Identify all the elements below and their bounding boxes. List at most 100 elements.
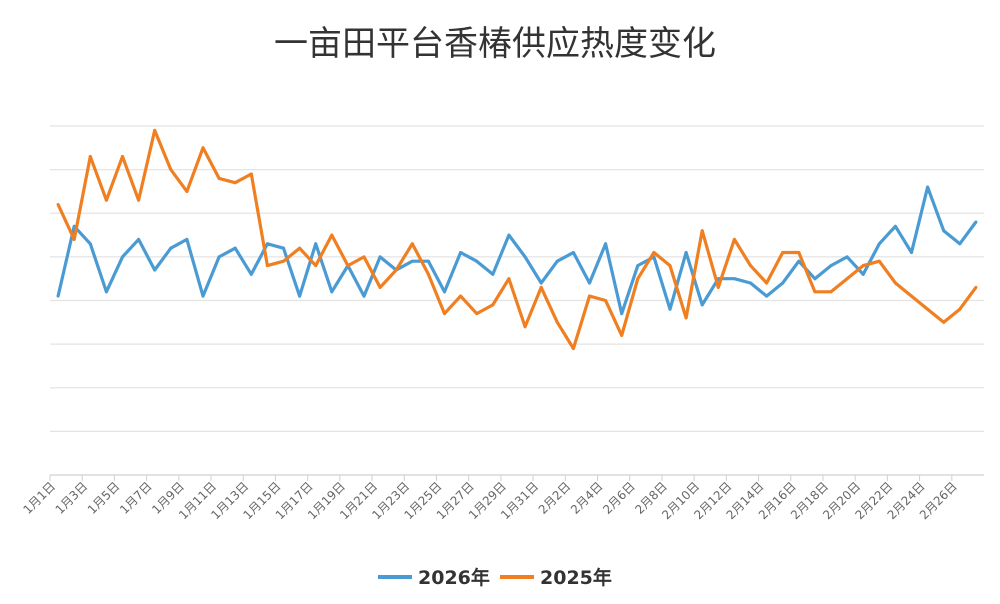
data-point bbox=[877, 242, 881, 246]
data-point bbox=[362, 255, 366, 259]
data-point bbox=[378, 285, 382, 289]
data-point bbox=[716, 285, 720, 289]
data-point bbox=[426, 259, 430, 263]
data-point bbox=[829, 290, 833, 294]
data-point bbox=[56, 203, 60, 207]
data-point bbox=[282, 259, 285, 263]
data-point bbox=[732, 277, 736, 281]
data-point bbox=[475, 259, 479, 263]
data-point bbox=[926, 185, 930, 189]
data-point bbox=[491, 272, 495, 276]
data-point bbox=[765, 294, 769, 298]
data-point bbox=[813, 290, 817, 294]
data-point bbox=[330, 233, 334, 237]
data-point bbox=[56, 294, 60, 298]
data-point bbox=[153, 268, 157, 272]
data-point bbox=[507, 277, 511, 281]
data-point bbox=[668, 264, 672, 268]
data-point bbox=[298, 246, 302, 250]
data-point bbox=[636, 277, 640, 281]
data-point bbox=[201, 294, 205, 298]
data-point bbox=[153, 128, 157, 132]
data-point bbox=[587, 294, 591, 298]
data-point bbox=[974, 285, 978, 289]
data-point bbox=[185, 237, 189, 241]
data-point bbox=[426, 272, 430, 276]
data-point bbox=[684, 316, 688, 320]
data-point bbox=[587, 281, 591, 285]
data-point bbox=[410, 242, 414, 246]
data-point bbox=[346, 264, 350, 268]
data-point bbox=[571, 346, 575, 350]
data-point bbox=[394, 268, 398, 272]
data-point bbox=[88, 155, 92, 159]
data-point bbox=[137, 237, 141, 241]
data-point bbox=[249, 172, 253, 176]
data-point bbox=[523, 255, 527, 259]
chart-title: 一亩田平台香椿供应热度变化 bbox=[274, 24, 716, 64]
x-tick-label: 1月1日 bbox=[20, 479, 58, 517]
data-point bbox=[555, 259, 559, 263]
data-point bbox=[169, 168, 173, 172]
legend: 2026年 2025年 bbox=[378, 566, 612, 589]
data-point bbox=[604, 299, 608, 302]
data-point bbox=[765, 281, 769, 285]
data-point bbox=[475, 312, 479, 316]
data-point bbox=[877, 259, 881, 263]
data-point bbox=[845, 255, 849, 259]
data-point bbox=[120, 155, 124, 159]
data-point bbox=[282, 246, 285, 250]
data-point bbox=[845, 277, 849, 281]
data-point bbox=[217, 255, 221, 259]
data-point bbox=[104, 290, 108, 294]
data-point bbox=[459, 294, 463, 298]
data-point bbox=[88, 242, 92, 246]
x-tick-label: 2月2日 bbox=[536, 479, 574, 517]
data-point bbox=[958, 242, 962, 246]
data-point bbox=[330, 290, 334, 294]
data-point bbox=[443, 312, 447, 316]
data-point bbox=[813, 277, 817, 281]
legend-label-2025: 2025年 bbox=[540, 566, 612, 589]
data-point bbox=[636, 264, 640, 268]
data-point bbox=[652, 251, 656, 255]
data-point bbox=[749, 281, 752, 285]
data-point bbox=[443, 290, 447, 294]
data-point bbox=[893, 281, 897, 285]
data-point bbox=[265, 242, 269, 246]
data-point bbox=[217, 176, 221, 180]
data-point bbox=[185, 189, 189, 193]
data-point bbox=[539, 285, 543, 289]
data-point bbox=[732, 237, 736, 241]
x-tick-label: 1月3日 bbox=[53, 479, 91, 517]
data-point bbox=[893, 224, 897, 228]
data-point bbox=[684, 251, 688, 255]
data-point bbox=[926, 307, 930, 311]
series-lines bbox=[56, 128, 978, 351]
data-point bbox=[104, 198, 108, 202]
legend-label-2026: 2026年 bbox=[418, 566, 490, 589]
data-point bbox=[910, 251, 914, 255]
data-point bbox=[861, 272, 865, 276]
data-point bbox=[72, 237, 76, 241]
data-point bbox=[249, 272, 253, 276]
data-point bbox=[233, 181, 237, 185]
data-point bbox=[974, 220, 978, 224]
data-point bbox=[137, 198, 141, 202]
x-tick-label: 1月5日 bbox=[85, 479, 123, 517]
data-point bbox=[942, 229, 946, 233]
data-point bbox=[797, 259, 801, 263]
data-point bbox=[571, 251, 575, 255]
data-point bbox=[829, 264, 833, 268]
data-point bbox=[781, 281, 785, 285]
gridlines bbox=[50, 125, 984, 432]
data-point bbox=[233, 246, 237, 250]
data-point bbox=[555, 320, 559, 324]
data-point bbox=[523, 325, 527, 329]
x-tick-label: 2月4日 bbox=[568, 479, 606, 517]
series-line-2025年 bbox=[56, 128, 978, 351]
data-point bbox=[668, 307, 672, 311]
data-point bbox=[620, 333, 624, 337]
data-point bbox=[201, 146, 205, 150]
